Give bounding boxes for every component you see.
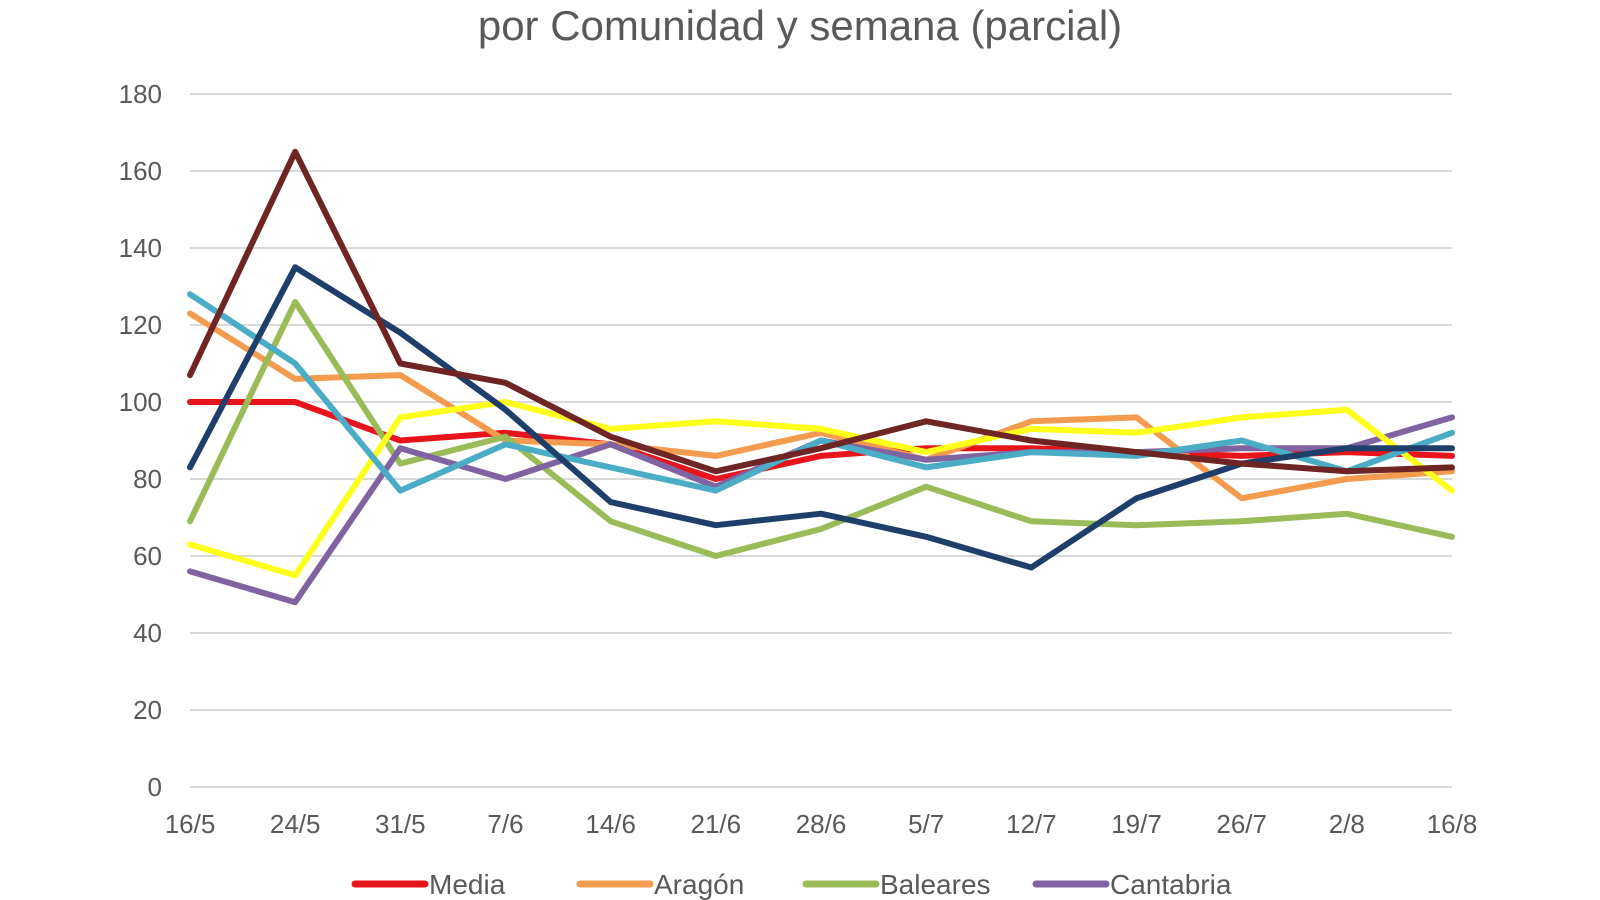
x-tick-label: 2/8 [1329,809,1365,839]
legend-label-baleares: Baleares [880,869,991,900]
series-line-baleares [187,298,1455,559]
series-line-aragon [187,310,1455,502]
y-tick-label: 80 [133,464,162,494]
series-line-unlabeled-6 [187,291,1455,494]
y-tick-label: 160 [119,156,162,186]
series-line-unlabeled-8 [187,148,1455,475]
x-tick-label: 26/7 [1216,809,1267,839]
legend-label-aragon: Aragón [654,869,744,900]
y-tick-label: 140 [119,233,162,263]
series-line-media [187,399,1455,482]
x-tick-label: 19/7 [1111,809,1162,839]
series-lines [187,148,1455,606]
x-axis-ticks: 16/5 24/5 31/5 7/6 14/6 21/6 28/6 5/7 12/7 19/7 26… [165,809,1478,839]
x-tick-label: 16/8 [1427,809,1478,839]
x-tick-label: 14/6 [585,809,636,839]
x-tick-label: 21/6 [691,809,742,839]
legend: Media Aragón Baleares Cantabria [351,869,1232,900]
x-tick-label: 7/6 [487,809,523,839]
x-tick-label: 12/7 [1006,809,1057,839]
y-tick-label: 60 [133,541,162,571]
y-tick-label: 100 [119,387,162,417]
grid-lines [190,93,1452,788]
x-tick-label: 5/7 [908,809,944,839]
y-tick-label: 120 [119,310,162,340]
y-tick-label: 20 [133,695,162,725]
legend-label-cantabria: Cantabria [1110,869,1232,900]
chart-title: por Comunidad y semana (parcial) [477,2,1123,49]
series-line-unlabeled-5 [187,399,1455,579]
y-tick-label: 40 [133,618,162,648]
y-tick-label: 180 [119,79,162,109]
y-tick-label: 0 [148,772,162,802]
legend-label-media: Media [429,869,506,900]
x-tick-label: 28/6 [796,809,847,839]
x-tick-label: 16/5 [165,809,216,839]
x-tick-label: 24/5 [270,809,321,839]
y-axis-ticks: 0 20 40 60 80 100 120 140 160 180 [119,79,162,802]
x-tick-label: 31/5 [375,809,426,839]
